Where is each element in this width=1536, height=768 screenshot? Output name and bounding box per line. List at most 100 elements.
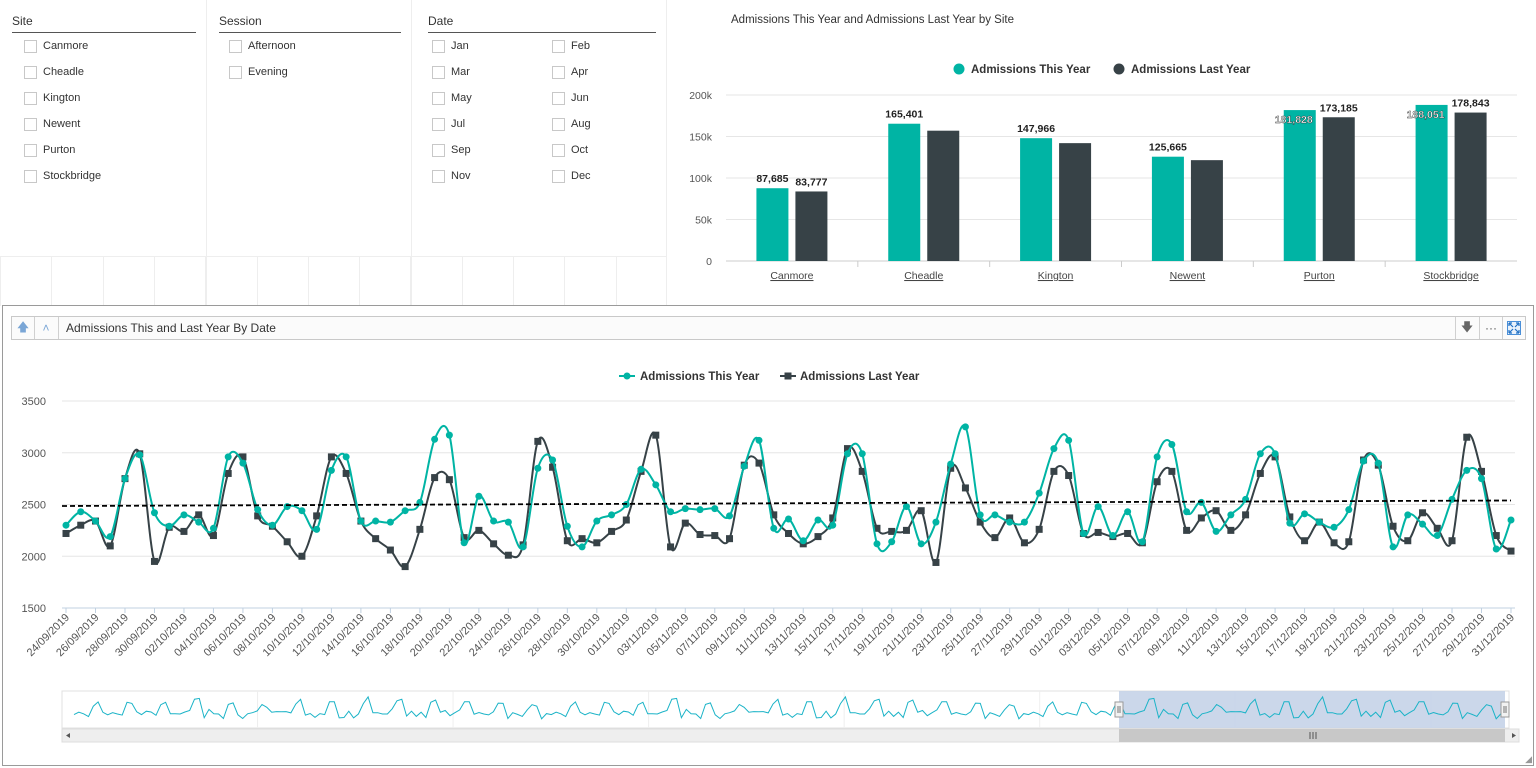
checkbox[interactable] <box>552 143 565 157</box>
empty-grid-area <box>0 256 667 306</box>
bar-last-year <box>1322 117 1355 262</box>
bar-last-year <box>1190 160 1223 261</box>
bar-this-year <box>1415 104 1448 262</box>
x-category-label[interactable]: Stockbridge <box>1423 270 1479 282</box>
drill-down-button[interactable]: 🡇 <box>1456 317 1478 339</box>
filter-option-afternoon[interactable]: Afternoon <box>229 37 296 55</box>
grid-cell <box>256 257 308 306</box>
filter-option-cheadle[interactable]: Cheadle <box>24 63 84 81</box>
bar-chart-title: Admissions This Year and Admissions Last… <box>731 14 1014 26</box>
data-label: 173,185 <box>1320 102 1358 114</box>
legend-marker <box>953 63 965 75</box>
filter-option-jul[interactable]: Jul <box>432 115 465 133</box>
filter-option-label: Apr <box>571 66 589 78</box>
y-tick-label: 200k <box>689 90 713 102</box>
filter-option-canmore[interactable]: Canmore <box>24 37 88 55</box>
filter-option-purton[interactable]: Purton <box>24 141 75 159</box>
filter-option-may[interactable]: May <box>432 89 472 107</box>
filter-option-label: Mar <box>451 66 470 78</box>
filter-option-stockbridge[interactable]: Stockbridge <box>24 167 101 185</box>
checkbox[interactable] <box>432 143 445 157</box>
data-label: 87,685 <box>756 173 788 185</box>
filter-option-oct[interactable]: Oct <box>552 141 588 159</box>
data-label: 147,966 <box>1017 123 1055 135</box>
filter-option-label: Afternoon <box>248 40 296 52</box>
filter-option-label: Purton <box>43 144 76 156</box>
filter-option-label: Stockbridge <box>43 170 102 182</box>
y-tick-label: 150k <box>689 132 713 144</box>
bar-this-year <box>1020 138 1053 261</box>
filter-option-feb[interactable]: Feb <box>552 37 590 55</box>
bar-this-year <box>1151 156 1184 261</box>
checkbox[interactable] <box>432 169 445 183</box>
toolbar-separator <box>1502 317 1503 339</box>
filter-option-newent[interactable]: Newent <box>24 115 80 133</box>
data-label: 165,401 <box>885 109 923 121</box>
checkbox[interactable] <box>24 143 37 157</box>
bar-chart: Admissions This Year Admissions Last Year… <box>689 63 1517 282</box>
session-filter-title: Session <box>219 14 262 28</box>
checkbox[interactable] <box>24 65 37 79</box>
filter-option-label: Nov <box>451 170 471 182</box>
filter-option-label: Kington <box>43 92 81 104</box>
checkbox[interactable] <box>552 91 565 105</box>
filter-option-jan[interactable]: Jan <box>432 37 469 55</box>
grid-cell <box>615 257 667 306</box>
resize-grip-icon[interactable]: ◢ <box>1525 754 1532 764</box>
filter-option-jun[interactable]: Jun <box>552 89 589 107</box>
checkbox[interactable] <box>432 39 445 53</box>
filter-option-label: Newent <box>43 118 81 130</box>
checkbox[interactable] <box>24 117 37 131</box>
x-category-label[interactable]: Newent <box>1170 270 1206 282</box>
checkbox[interactable] <box>432 91 445 105</box>
filter-option-sep[interactable]: Sep <box>432 141 471 159</box>
filter-option-dec[interactable]: Dec <box>552 167 591 185</box>
filter-option-label: Jun <box>571 92 589 104</box>
filter-option-mar[interactable]: Mar <box>432 63 470 81</box>
checkbox[interactable] <box>24 169 37 183</box>
site-filter-panel: Site Canmore Cheadle Kington Newent Purton St… <box>0 0 207 305</box>
checkbox[interactable] <box>552 169 565 183</box>
filter-option-aug[interactable]: Aug <box>552 115 591 133</box>
toolbar-separator <box>1479 317 1480 339</box>
drill-up-all-button[interactable]: ˄ <box>35 317 57 339</box>
checkbox[interactable] <box>552 65 565 79</box>
filter-option-label: Jul <box>451 118 466 130</box>
drill-up-button[interactable]: 🡅 <box>12 317 34 339</box>
legend-marker <box>1113 63 1125 75</box>
checkbox[interactable] <box>24 39 37 53</box>
checkbox[interactable] <box>552 39 565 53</box>
checkbox[interactable] <box>432 117 445 131</box>
more-options-button[interactable]: ··· <box>1480 317 1502 339</box>
ellipsis-icon: ··· <box>1485 321 1497 335</box>
bar-this-year <box>888 123 921 262</box>
checkbox[interactable] <box>24 91 37 105</box>
x-category-label[interactable]: Cheadle <box>904 270 943 282</box>
filter-option-label: Evening <box>248 66 288 78</box>
bar-last-year <box>1059 143 1092 261</box>
checkbox[interactable] <box>229 39 242 53</box>
filter-option-label: Aug <box>571 118 591 130</box>
line-chart-toolbar: 🡅 ˄ Admissions This and Last Year By Dat… <box>11 316 1526 340</box>
grid-cell <box>564 257 615 306</box>
data-label: 178,843 <box>1452 98 1490 110</box>
filter-option-evening[interactable]: Evening <box>229 63 288 81</box>
x-category-label[interactable]: Purton <box>1304 270 1335 282</box>
x-category-label[interactable]: Kington <box>1038 270 1074 282</box>
expand-button[interactable] <box>1503 317 1525 339</box>
checkbox[interactable] <box>432 65 445 79</box>
grid-cell <box>307 257 359 306</box>
bar-last-year <box>927 130 960 261</box>
grid-cell <box>51 257 102 306</box>
data-label: 181,828 <box>1275 114 1313 126</box>
filter-option-kington[interactable]: Kington <box>24 89 80 107</box>
x-category-label[interactable]: Canmore <box>770 270 813 282</box>
data-label: 83,777 <box>795 176 827 188</box>
grid-cell <box>0 257 51 306</box>
filter-option-nov[interactable]: Nov <box>432 167 471 185</box>
grid-cell <box>153 257 205 306</box>
arrow-up-icon: 🡅 <box>16 319 30 334</box>
checkbox[interactable] <box>552 117 565 131</box>
filter-option-apr[interactable]: Apr <box>552 63 588 81</box>
checkbox[interactable] <box>229 65 242 79</box>
